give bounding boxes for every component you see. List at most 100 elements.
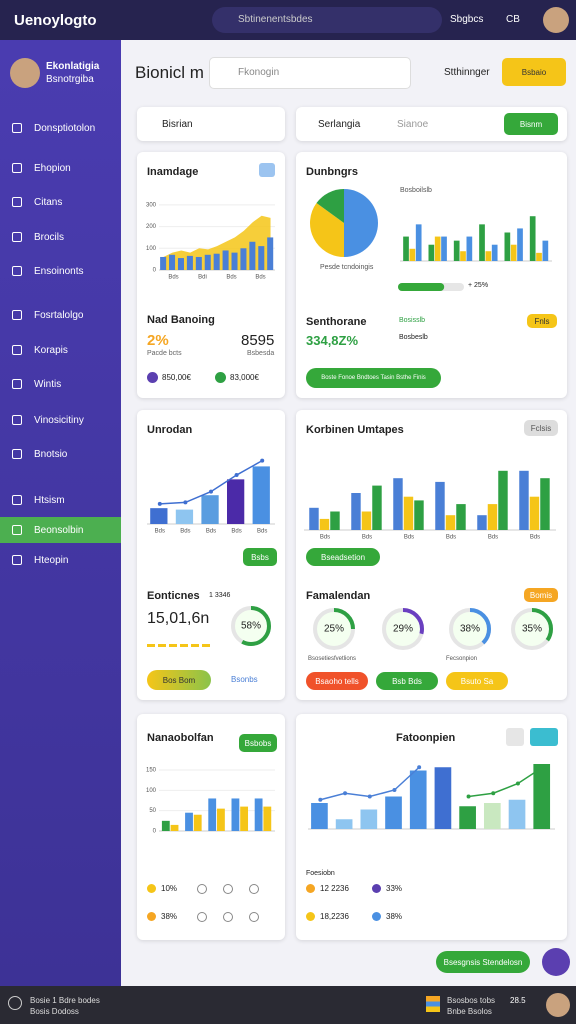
icon xyxy=(8,996,22,1010)
chart xyxy=(400,216,552,262)
chart xyxy=(308,764,555,830)
pill-button[interactable]: Bos Bom xyxy=(147,670,211,690)
code-label[interactable]: CB xyxy=(506,14,520,25)
pill-button[interactable]: Bsb Bds xyxy=(376,672,438,690)
filter-left[interactable]: Bisrian xyxy=(162,119,193,130)
link[interactable]: Bsonbs xyxy=(231,675,258,684)
card-button[interactable]: Boste Fonoe Bndtoes Tasin Bsthe Finis xyxy=(306,368,441,388)
bar xyxy=(487,504,498,530)
chart: 0 100 200 300 Bds Bdi Bds Bds xyxy=(146,202,275,281)
legend-dot xyxy=(147,372,158,383)
menu-item[interactable]: Fosrtalolgo xyxy=(0,302,121,328)
menu-label: Brocils xyxy=(34,231,65,243)
card: Nanaobolfan Bsbobs 0 50 100 150 10% 38% xyxy=(137,714,285,940)
card-button[interactable]: Bseadsetion xyxy=(306,548,380,566)
bar xyxy=(508,799,526,829)
ring-value xyxy=(511,608,553,650)
bar xyxy=(504,232,511,261)
caption: Bsosetiesfvetlions xyxy=(308,656,357,662)
menu-item[interactable]: Ehopion xyxy=(0,155,121,181)
chart: Bds Bds Bds Bds Bds Bds xyxy=(304,470,556,541)
chart: 0 50 100 150 xyxy=(146,768,275,834)
bar xyxy=(409,248,416,261)
icon-button[interactable] xyxy=(506,728,524,746)
x-tick-label: Bds xyxy=(180,529,190,535)
bar xyxy=(177,258,184,270)
user-label[interactable]: Sbgbcs xyxy=(450,14,484,25)
menu-item[interactable]: Korapis xyxy=(0,337,121,363)
legend-text: 12 2236 xyxy=(320,884,349,893)
bar xyxy=(170,824,179,831)
menu-item[interactable]: Ensoinonts xyxy=(0,258,121,284)
bar xyxy=(330,511,340,530)
card-button[interactable]: Bsbobs xyxy=(239,734,277,752)
bar xyxy=(217,808,225,831)
legend-text: 18,2236 xyxy=(320,912,349,921)
y-tick-label: 100 xyxy=(146,788,157,794)
tag[interactable]: Fclsis xyxy=(524,420,558,436)
bar xyxy=(529,496,540,530)
x-tick-label: Bdi xyxy=(198,275,207,281)
card-title: Fatoonpien xyxy=(396,732,456,744)
bar xyxy=(533,764,551,829)
filter-card[interactable] xyxy=(137,107,285,141)
legend-dot xyxy=(306,884,315,893)
logo[interactable]: Uenoylogto xyxy=(14,12,97,29)
bar xyxy=(161,820,170,831)
bar xyxy=(201,495,219,524)
search-box[interactable] xyxy=(212,7,442,33)
pill-button[interactable]: Bsuto Sa xyxy=(446,672,508,690)
avatar[interactable] xyxy=(546,993,570,1017)
stat-title: Nad Banoing xyxy=(147,314,215,326)
filter-placeholder[interactable]: Sianoe xyxy=(397,119,429,130)
menu-item[interactable]: Bnotsio xyxy=(0,441,121,467)
bar xyxy=(175,509,194,524)
menu-item[interactable]: Donsptiotolon xyxy=(0,115,121,141)
menu-item[interactable]: Htsism xyxy=(0,487,121,513)
bar xyxy=(208,798,217,831)
bar xyxy=(351,493,361,530)
float-icon[interactable] xyxy=(542,948,570,976)
bar xyxy=(403,236,409,261)
search-placeholder[interactable]: Fkonogin xyxy=(238,67,280,78)
donut: 58% xyxy=(231,606,271,646)
legend-dot xyxy=(215,372,226,383)
x-tick-label: Bds xyxy=(257,529,267,535)
x-tick-label: Bds xyxy=(404,535,414,541)
pill-button[interactable]: Bsaoho tells xyxy=(306,672,368,690)
bar xyxy=(466,236,473,261)
menu-item[interactable]: Beonsolbin xyxy=(0,517,121,543)
menu-item[interactable]: Hteopin xyxy=(0,547,121,573)
stat-title: Senthorane xyxy=(306,316,367,328)
menu-item[interactable]: Wintis xyxy=(0,371,121,397)
search-input[interactable] xyxy=(209,57,411,89)
icon-button[interactable] xyxy=(530,728,558,746)
bar xyxy=(542,240,549,261)
icon[interactable] xyxy=(259,163,275,177)
filter-button[interactable]: Bisnm xyxy=(504,113,558,135)
avatar[interactable] xyxy=(543,7,569,33)
menu-item[interactable]: Vinosicitiny xyxy=(0,407,121,433)
search-text[interactable]: Sbtinenentsbdes xyxy=(238,14,313,25)
legend-dot xyxy=(306,912,315,921)
tag[interactable]: Fnls xyxy=(527,314,557,328)
card-button[interactable]: Bsbs xyxy=(243,548,277,566)
footer-number: 28.5 xyxy=(510,996,526,1005)
footer-text: Bsosbos tobs xyxy=(447,996,496,1005)
tag[interactable]: Bomis xyxy=(524,588,558,602)
filter-middle[interactable]: Serlangia xyxy=(318,119,361,130)
badge: Bosisslb xyxy=(399,317,426,324)
card-title: Unrodan xyxy=(147,424,193,436)
icon xyxy=(223,912,233,922)
y-tick-label: 150 xyxy=(146,768,157,774)
bar xyxy=(213,253,220,270)
float-button[interactable]: Bsesgnsis Stendelosn xyxy=(436,951,530,973)
icon xyxy=(249,884,259,894)
menu-item[interactable]: Brocils xyxy=(0,224,121,250)
menu-item[interactable]: Citans xyxy=(0,189,121,215)
x-tick-label: Bds xyxy=(255,275,265,281)
header-button[interactable]: Bsbaio xyxy=(502,58,566,86)
bar xyxy=(540,478,550,530)
x-tick-label: Bds xyxy=(168,275,178,281)
progress-label: + 25% xyxy=(468,282,489,289)
